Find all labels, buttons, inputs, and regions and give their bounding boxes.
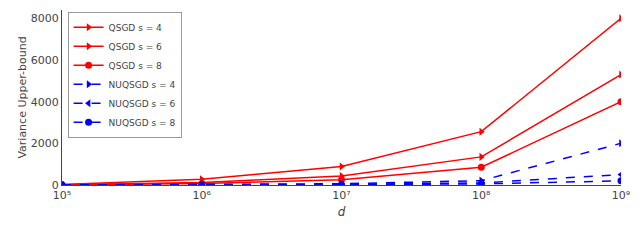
svg-text:QSGD s = 6: QSGD s = 6 (109, 42, 163, 52)
svg-text:QSGD s = 8: QSGD s = 8 (109, 61, 163, 71)
svg-text:10⁹: 10⁹ (612, 189, 630, 202)
svg-text:NUQSGD s = 6: NUQSGD s = 6 (109, 99, 176, 109)
svg-text:2000: 2000 (31, 137, 59, 150)
svg-text:10⁶: 10⁶ (193, 189, 212, 202)
svg-text:QSGD s = 4: QSGD s = 4 (109, 23, 163, 33)
svg-text:NUQSGD s = 8: NUQSGD s = 8 (109, 118, 176, 128)
svg-text:d: d (338, 205, 346, 219)
svg-text:8000: 8000 (31, 12, 59, 25)
svg-text:Variance Upper-bound: Variance Upper-bound (16, 36, 29, 158)
svg-text:4000: 4000 (31, 96, 59, 109)
svg-text:0: 0 (52, 179, 59, 192)
svg-text:6000: 6000 (31, 54, 59, 67)
svg-text:10⁵: 10⁵ (53, 189, 71, 202)
svg-text:10⁸: 10⁸ (472, 189, 491, 202)
svg-text:10⁷: 10⁷ (332, 189, 350, 202)
svg-text:NUQSGD s = 4: NUQSGD s = 4 (109, 80, 176, 90)
